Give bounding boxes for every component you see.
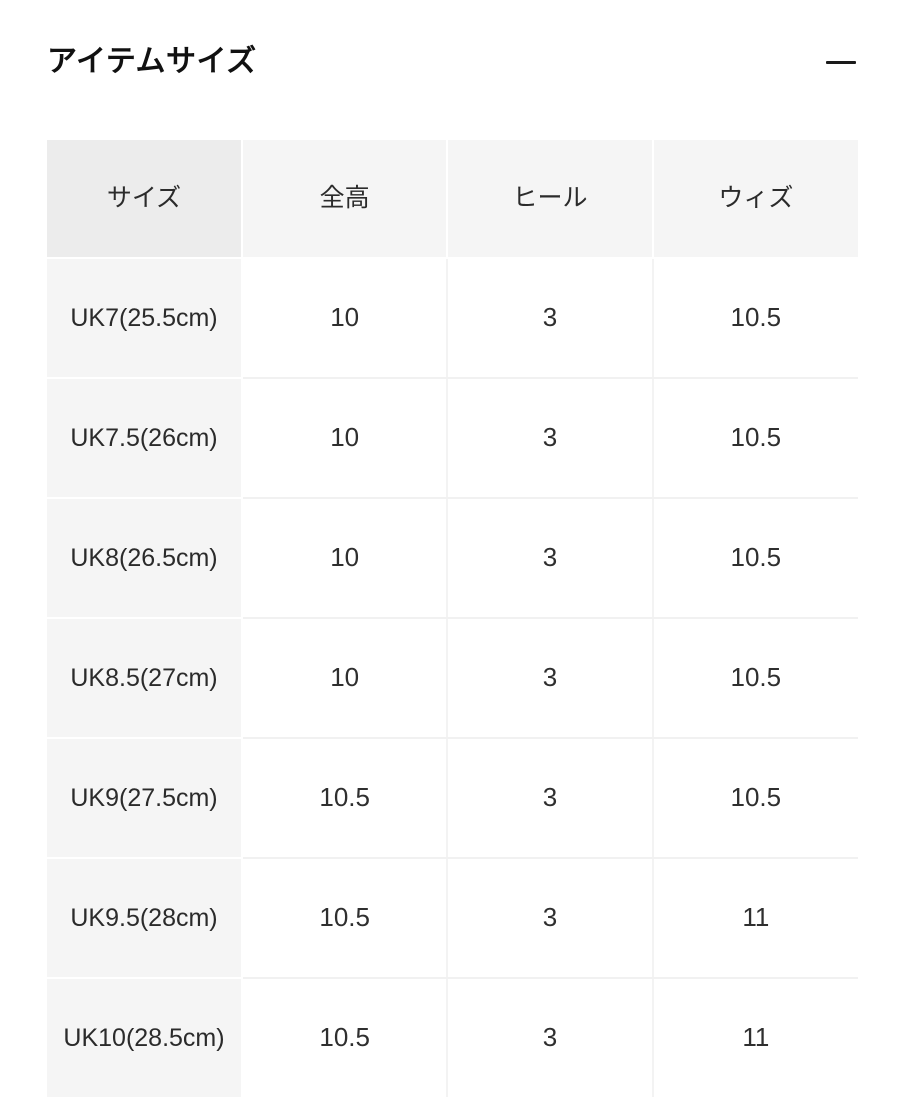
cell-heel: 3 — [447, 378, 654, 499]
cell-total-height: 10 — [242, 378, 449, 499]
cell-width: 10.5 — [652, 498, 858, 619]
minus-icon — [826, 60, 856, 64]
collapse-toggle-button[interactable] — [824, 45, 858, 79]
cell-width: 11 — [652, 978, 858, 1097]
cell-heel: 3 — [447, 618, 654, 739]
cell-size: UK9.5(28cm) — [47, 858, 243, 979]
cell-size: UK7.5(26cm) — [47, 378, 243, 499]
table-row: UK10(28.5cm) 10.5 3 11 — [47, 978, 858, 1097]
cell-size: UK10(28.5cm) — [47, 978, 243, 1097]
table-row: UK9(27.5cm) 10.5 3 10.5 — [47, 738, 858, 859]
table-body: UK7(25.5cm) 10 3 10.5 UK7.5(26cm) 10 3 1… — [47, 258, 858, 1097]
cell-heel: 3 — [447, 738, 654, 859]
cell-size: UK9(27.5cm) — [47, 738, 243, 859]
cell-size: UK8(26.5cm) — [47, 498, 243, 619]
size-table-container: サイズ 全高 ヒール ウィズ UK7(25.5cm) 10 3 10.5 UK7… — [47, 140, 858, 1097]
table-row: UK8.5(27cm) 10 3 10.5 — [47, 618, 858, 739]
cell-width: 10.5 — [652, 618, 858, 739]
item-size-table: サイズ 全高 ヒール ウィズ UK7(25.5cm) 10 3 10.5 UK7… — [47, 140, 858, 1097]
table-row: UK8(26.5cm) 10 3 10.5 — [47, 498, 858, 619]
column-header-size: サイズ — [47, 140, 243, 259]
cell-total-height: 10.5 — [242, 858, 449, 979]
column-header-total-height: 全高 — [242, 140, 449, 259]
column-header-width: ウィズ — [652, 140, 858, 259]
cell-width: 10.5 — [652, 258, 858, 379]
table-row: UK9.5(28cm) 10.5 3 11 — [47, 858, 858, 979]
cell-total-height: 10 — [242, 618, 449, 739]
section-header: アイテムサイズ — [47, 36, 858, 88]
column-header-heel: ヒール — [447, 140, 654, 259]
table-header-row: サイズ 全高 ヒール ウィズ — [47, 140, 858, 259]
cell-width: 10.5 — [652, 738, 858, 859]
table-row: UK7(25.5cm) 10 3 10.5 — [47, 258, 858, 379]
cell-size: UK7(25.5cm) — [47, 258, 243, 379]
table-head: サイズ 全高 ヒール ウィズ — [47, 140, 858, 259]
cell-total-height: 10 — [242, 498, 449, 619]
cell-total-height: 10.5 — [242, 978, 449, 1097]
cell-heel: 3 — [447, 498, 654, 619]
cell-width: 11 — [652, 858, 858, 979]
cell-heel: 3 — [447, 258, 654, 379]
cell-heel: 3 — [447, 858, 654, 979]
cell-total-height: 10 — [242, 258, 449, 379]
cell-size: UK8.5(27cm) — [47, 618, 243, 739]
cell-heel: 3 — [447, 978, 654, 1097]
page-title: アイテムサイズ — [47, 45, 257, 78]
cell-width: 10.5 — [652, 378, 858, 499]
table-row: UK7.5(26cm) 10 3 10.5 — [47, 378, 858, 499]
cell-total-height: 10.5 — [242, 738, 449, 859]
